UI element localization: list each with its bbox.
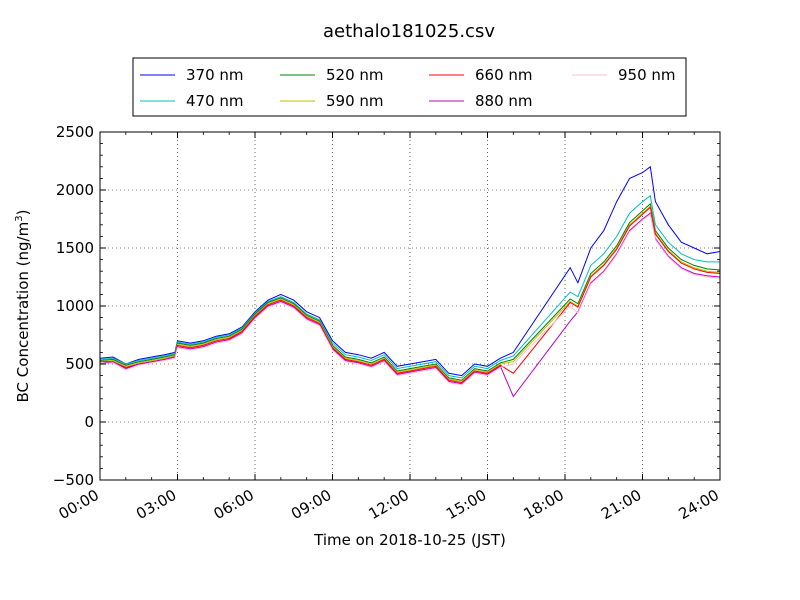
legend-label: 950 nm: [618, 66, 676, 84]
series-line-950-nm: [99, 213, 721, 386]
legend-label: 520 nm: [326, 66, 384, 84]
series-line-660-nm: [100, 206, 721, 384]
y-tick-label: 1500: [56, 239, 94, 257]
series-lines: [99, 165, 721, 398]
series-line-470-nm: [99, 194, 720, 379]
series-line-370-nm: [99, 165, 721, 377]
legend-label: 470 nm: [186, 92, 244, 110]
y-tick-label: 2000: [56, 181, 94, 199]
legend-frame: [132, 57, 687, 117]
chart-title: aethalo181025.csv: [323, 21, 495, 42]
y-axis-label: BC Concentration (ng/m3): [14, 210, 32, 403]
legend-label: 370 nm: [186, 66, 244, 84]
legend: 370 nm 470 nm 520 nm 590 nm 660 nm 880 nm 950 …: [132, 57, 687, 117]
x-tick-label: 24:00: [676, 486, 722, 523]
series-line-520-nm: [99, 202, 721, 381]
y-tick-label: 2500: [56, 123, 94, 141]
x-tick-label: 00:00: [56, 486, 102, 523]
legend-label: 660 nm: [475, 66, 533, 84]
x-tick-label: 03:00: [133, 486, 179, 523]
x-axis-label: Time on 2018-10-25 (JST): [313, 531, 506, 549]
y-axis-label-superscript: 3: [14, 215, 25, 221]
plot-area: [99, 131, 721, 481]
x-tick-label: 12:00: [366, 486, 412, 523]
y-tick-labels: −500 0 500 1000 1500 2000 2500: [53, 123, 94, 489]
x-tick-label: 06:00: [211, 486, 257, 523]
x-tick-label: 15:00: [443, 486, 489, 523]
x-tick-label: 09:00: [288, 486, 334, 523]
legend-items: 370 nm 470 nm 520 nm 590 nm 660 nm 880 nm 950 …: [140, 66, 676, 110]
y-tick-label: 500: [65, 355, 94, 373]
plot-frame: [99, 131, 721, 481]
x-tick-labels: 00:00 03:00 06:00 09:00 12:00 15:00 18:00 21:00…: [56, 486, 722, 523]
x-tick-label: 18:00: [521, 486, 567, 523]
y-tick-label: 0: [84, 413, 94, 431]
legend-label: 590 nm: [326, 92, 384, 110]
series-line-880-nm: [99, 212, 721, 398]
y-axis-label-main: BC Concentration (ng/m: [14, 222, 32, 403]
y-tick-label: 1000: [56, 297, 94, 315]
series-line-590-nm: [99, 205, 721, 382]
x-tick-label: 21:00: [598, 486, 644, 523]
y-axis-label-suffix: ): [14, 210, 32, 216]
y-tick-label: −500: [53, 471, 94, 489]
legend-label: 880 nm: [475, 92, 533, 110]
